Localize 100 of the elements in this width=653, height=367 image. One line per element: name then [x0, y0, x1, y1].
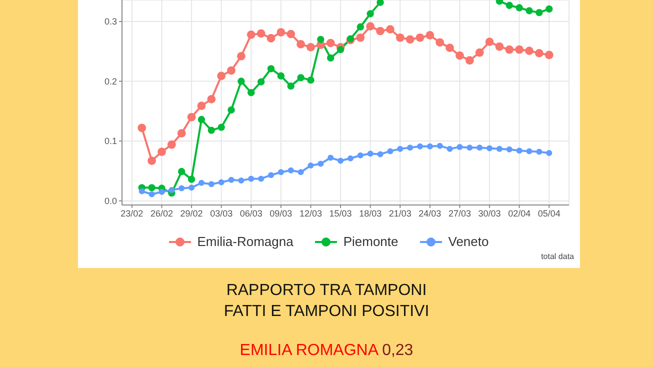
x-tick-label: 27/03: [448, 208, 471, 218]
point: [377, 151, 384, 158]
x-tick-label: 06/03: [240, 208, 262, 218]
y-tick-label: 0.1: [104, 136, 117, 146]
point: [207, 95, 216, 104]
point: [158, 188, 165, 195]
point: [396, 33, 404, 42]
point: [525, 46, 534, 55]
point: [366, 10, 374, 18]
point: [327, 54, 334, 62]
point: [288, 167, 294, 174]
point: [406, 35, 414, 44]
text: total data: [541, 252, 574, 261]
point: [486, 145, 493, 152]
x-tick-label: 29/02: [180, 208, 203, 218]
point: [506, 146, 512, 152]
point: [516, 4, 523, 12]
x-tick-label: 12/03: [299, 208, 322, 218]
x-tick-label: 15/03: [329, 208, 352, 218]
point: [308, 162, 314, 169]
x-tick-label: 24/03: [418, 208, 442, 218]
x-tick-label: 09/03: [270, 208, 292, 218]
point: [167, 140, 176, 149]
point: [198, 180, 204, 186]
point: [238, 177, 244, 184]
point: [515, 45, 524, 54]
point: [328, 154, 334, 161]
point: [326, 38, 335, 48]
point: [416, 33, 424, 42]
point: [466, 144, 473, 151]
text: RAPPORTO TRA TAMPONI FATTI E TAMPONI POSITIVI: [222, 281, 430, 322]
point: [218, 124, 225, 131]
point: [148, 184, 156, 192]
point: [208, 126, 215, 134]
point: [426, 31, 434, 40]
x-tick-label: 18/03: [359, 208, 382, 218]
point: [256, 29, 266, 38]
point: [287, 82, 294, 90]
x-tick-label: 23/02: [120, 208, 144, 218]
legend-label: Piemonte: [343, 234, 398, 249]
point: [496, 146, 502, 152]
point: [446, 44, 454, 52]
point: [376, 26, 384, 36]
point: [178, 185, 185, 192]
point: [217, 72, 226, 80]
point: [356, 33, 365, 42]
point: [307, 76, 314, 84]
point: [536, 8, 543, 16]
point: [286, 30, 296, 38]
point: [267, 65, 275, 72]
point: [298, 169, 304, 176]
point: [238, 78, 245, 85]
point: [366, 22, 375, 30]
text: EMILIA ROMAGNA 0,23: [240, 342, 414, 359]
point: [526, 7, 533, 14]
point: [168, 187, 175, 194]
point: [417, 143, 423, 150]
point: [228, 176, 234, 183]
point: [228, 106, 235, 114]
point: [476, 144, 483, 151]
point: [495, 42, 504, 51]
x-tick-label: 21/03: [388, 208, 412, 218]
x-tick-label: 26/02: [150, 208, 173, 218]
y-tick-label: 0.3: [104, 16, 117, 27]
point: [248, 89, 255, 96]
point: [248, 176, 254, 182]
legend-label: Veneto: [448, 234, 489, 249]
x-tick-label: 05/04: [538, 208, 560, 218]
y-tick-label: 0.0: [104, 196, 117, 206]
point: [276, 28, 286, 36]
x-tick-label: 03/03: [210, 208, 233, 218]
point: [258, 176, 264, 182]
point: [187, 112, 196, 122]
point: [446, 146, 453, 152]
point: [278, 169, 284, 176]
point: [257, 78, 265, 86]
point: [475, 48, 484, 57]
point: [516, 148, 522, 154]
point: [198, 116, 206, 124]
point: [376, 0, 384, 6]
point: [158, 148, 166, 156]
point: [506, 2, 513, 9]
point: [356, 23, 364, 30]
point: [177, 129, 186, 138]
point: [138, 124, 146, 132]
point: [188, 176, 196, 183]
point: [277, 72, 285, 80]
point: [544, 50, 554, 60]
point: [465, 56, 474, 65]
point: [357, 152, 364, 158]
point: [338, 158, 344, 164]
point: [505, 45, 514, 54]
point: [138, 188, 145, 194]
point: [237, 52, 246, 60]
point: [268, 172, 274, 178]
point: [456, 144, 463, 150]
y-tick-label: 0.2: [104, 76, 117, 86]
point: [246, 30, 256, 39]
point: [266, 34, 276, 42]
point: [306, 43, 315, 52]
